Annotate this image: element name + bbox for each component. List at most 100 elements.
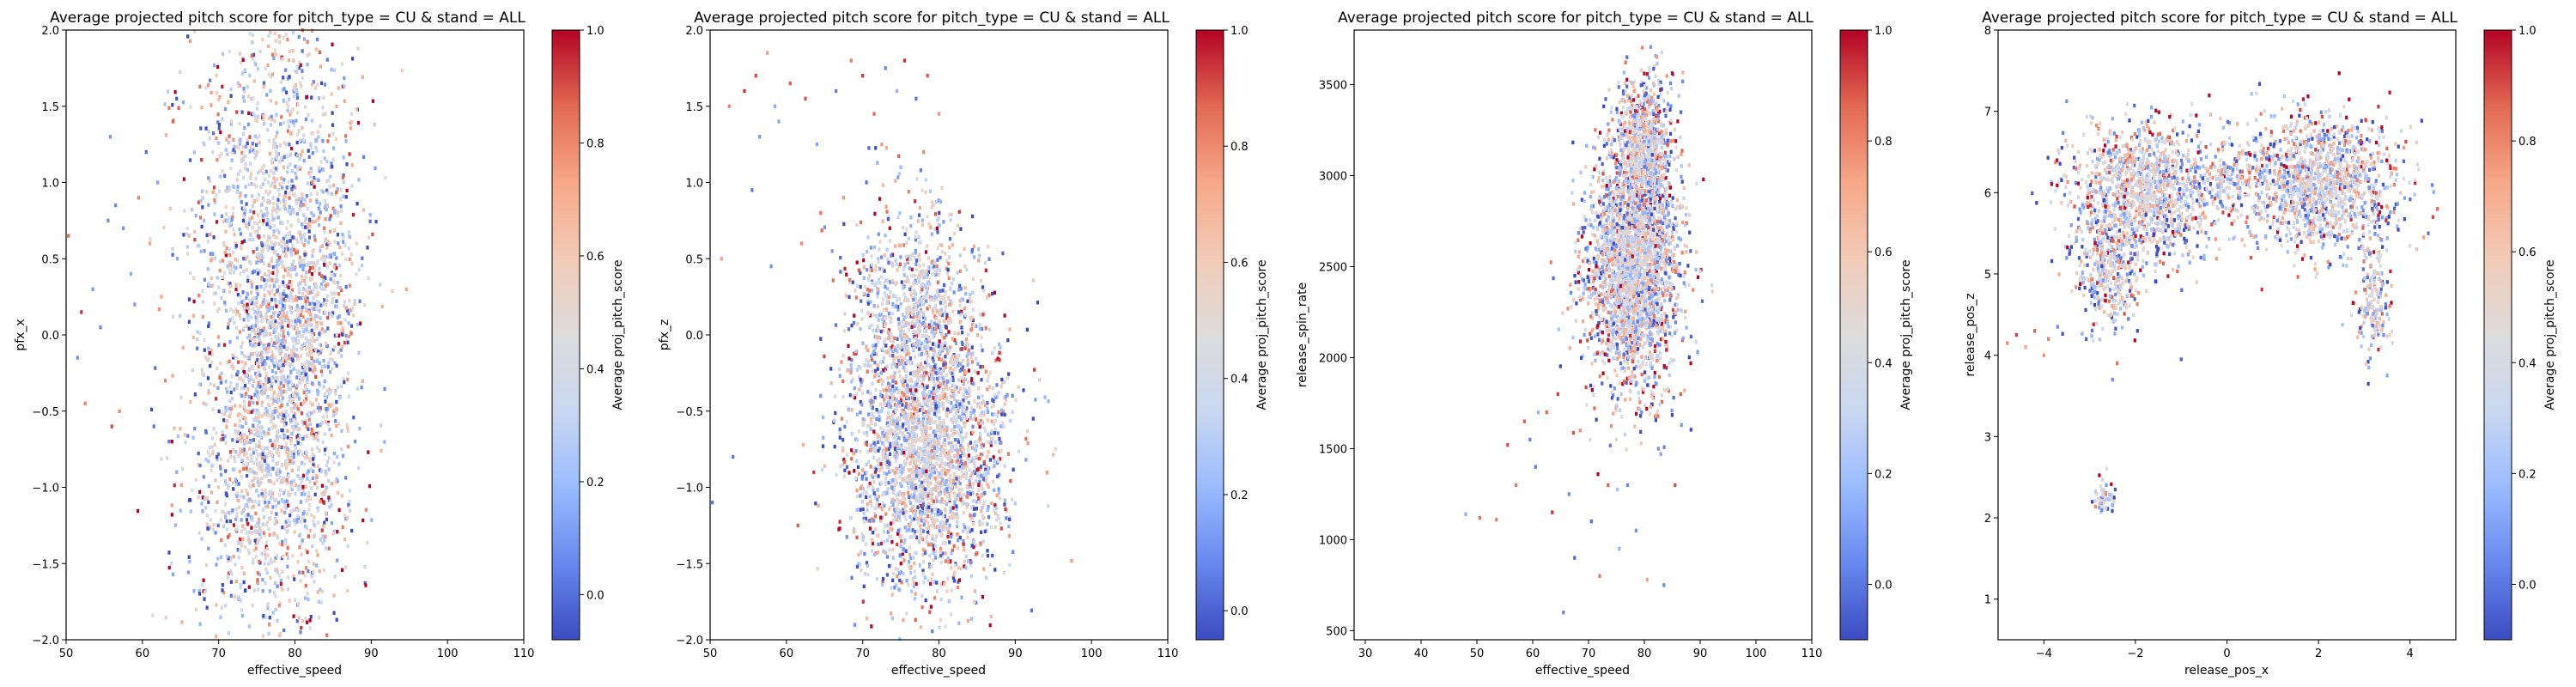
hexbin-cell <box>257 364 260 369</box>
hexbin-cell <box>279 295 283 300</box>
hexbin-cell <box>223 106 228 112</box>
hexbin-cell <box>301 274 304 279</box>
hexbin-cell <box>312 131 315 136</box>
hexbin-cell <box>242 205 246 210</box>
hexbin-cell <box>310 427 313 432</box>
hexbin-cell <box>264 66 267 70</box>
hexbin-cell <box>900 510 903 514</box>
hexbin-cell <box>936 508 939 513</box>
hexbin-cell <box>861 538 865 542</box>
hexbin-cell <box>251 297 254 301</box>
hexbin-cell <box>232 227 235 232</box>
hexbin-cell <box>295 132 300 137</box>
hexbin-cell <box>296 450 300 454</box>
hexbin-cell <box>872 346 876 350</box>
hexbin-cell <box>870 503 873 508</box>
hexbin-cell <box>293 88 296 92</box>
hexbin-cell <box>335 266 338 271</box>
hexbin-cell <box>319 331 323 335</box>
hexbin-cell <box>287 493 290 497</box>
hexbin-cell <box>264 380 268 385</box>
hexbin-cell <box>907 436 910 441</box>
hexbin-cell <box>293 192 296 197</box>
hexbin-cell <box>331 111 334 115</box>
hexbin-cell <box>929 507 933 511</box>
hexbin-cell <box>285 311 289 315</box>
hexbin-cell <box>170 562 173 566</box>
hexbin-cell <box>238 469 241 474</box>
hexbin-cell <box>987 471 990 475</box>
hexbin-cell <box>912 434 915 438</box>
hexbin-cell <box>238 505 241 509</box>
hexbin-cell <box>996 514 1000 518</box>
hexbin-cell <box>210 276 213 281</box>
hexbin-cell <box>928 562 932 567</box>
hexbin-cell <box>311 362 314 368</box>
hexbin-cell <box>213 256 216 260</box>
hexbin-cell <box>285 244 289 249</box>
hexbin-cell <box>885 465 889 470</box>
hexbin-cell <box>320 491 324 496</box>
hexbin-cell <box>307 496 311 502</box>
hexbin-cell <box>278 470 282 474</box>
hexbin-cell <box>325 58 329 62</box>
hexbin-cell <box>245 531 248 535</box>
hexbin-cell <box>285 481 289 486</box>
hexbin-cell <box>213 301 216 306</box>
hexbin-cell <box>936 436 939 441</box>
hexbin-cell <box>313 338 316 343</box>
hexbin-cell <box>320 483 324 488</box>
hexbin-cell <box>344 134 348 138</box>
hexbin-cell <box>918 452 921 456</box>
hexbin-cell <box>248 149 252 154</box>
hexbin-cell <box>986 554 990 558</box>
hexbin-cell <box>242 99 246 103</box>
hexbin-cell <box>282 179 285 185</box>
hexbin-cell <box>254 387 258 392</box>
hexbin-cell <box>318 361 321 366</box>
hexbin-cell <box>209 232 212 237</box>
hexbin-cell <box>361 75 364 79</box>
hexbin-cell <box>908 481 911 485</box>
hexbin-cell <box>228 282 232 286</box>
hexbin-cell <box>930 511 933 515</box>
hexbin-cell <box>296 240 300 245</box>
hexbin-cell <box>295 313 299 318</box>
hexbin-cell <box>945 520 948 526</box>
hexbin-cell <box>268 151 272 156</box>
hexbin-cell <box>263 533 266 538</box>
hexbin-cell <box>276 198 280 202</box>
hexbin-cell <box>314 325 318 330</box>
hexbin-cell <box>884 477 888 481</box>
hexbin-cell <box>253 331 257 336</box>
hexbin-cell <box>984 467 987 471</box>
hexbin-cell <box>224 515 228 520</box>
hexbin-cell <box>270 369 274 374</box>
hexbin-cell <box>869 427 872 431</box>
hexbin-cell <box>244 545 247 550</box>
hexbin-cell <box>893 371 896 375</box>
hexbin-cell <box>324 472 327 477</box>
hexbin-cell <box>284 378 288 383</box>
hexbin-cell <box>326 326 330 331</box>
hexbin-cell <box>267 478 270 483</box>
hexbin-cell <box>217 285 221 289</box>
hexbin-cell <box>987 257 991 261</box>
hexbin-cell <box>245 268 248 272</box>
hexbin-cell <box>228 558 232 562</box>
hexbin-cell <box>253 155 257 161</box>
hexbin-cell <box>336 558 339 562</box>
hexbin-cell <box>222 343 227 347</box>
hexbin-cell <box>261 316 264 320</box>
hexbin-cell <box>834 394 837 398</box>
hexbin-cell <box>216 455 219 459</box>
hexbin-cell <box>301 309 304 313</box>
hexbin-cell <box>321 139 325 143</box>
hexbin-cell <box>304 372 307 377</box>
hexbin-cell <box>890 611 893 616</box>
hexbin-cell <box>277 230 281 234</box>
hexbin-cell <box>916 380 920 384</box>
hexbin-cell <box>209 525 212 530</box>
hexbin-cell <box>307 427 310 431</box>
hexbin-cell <box>198 331 202 336</box>
